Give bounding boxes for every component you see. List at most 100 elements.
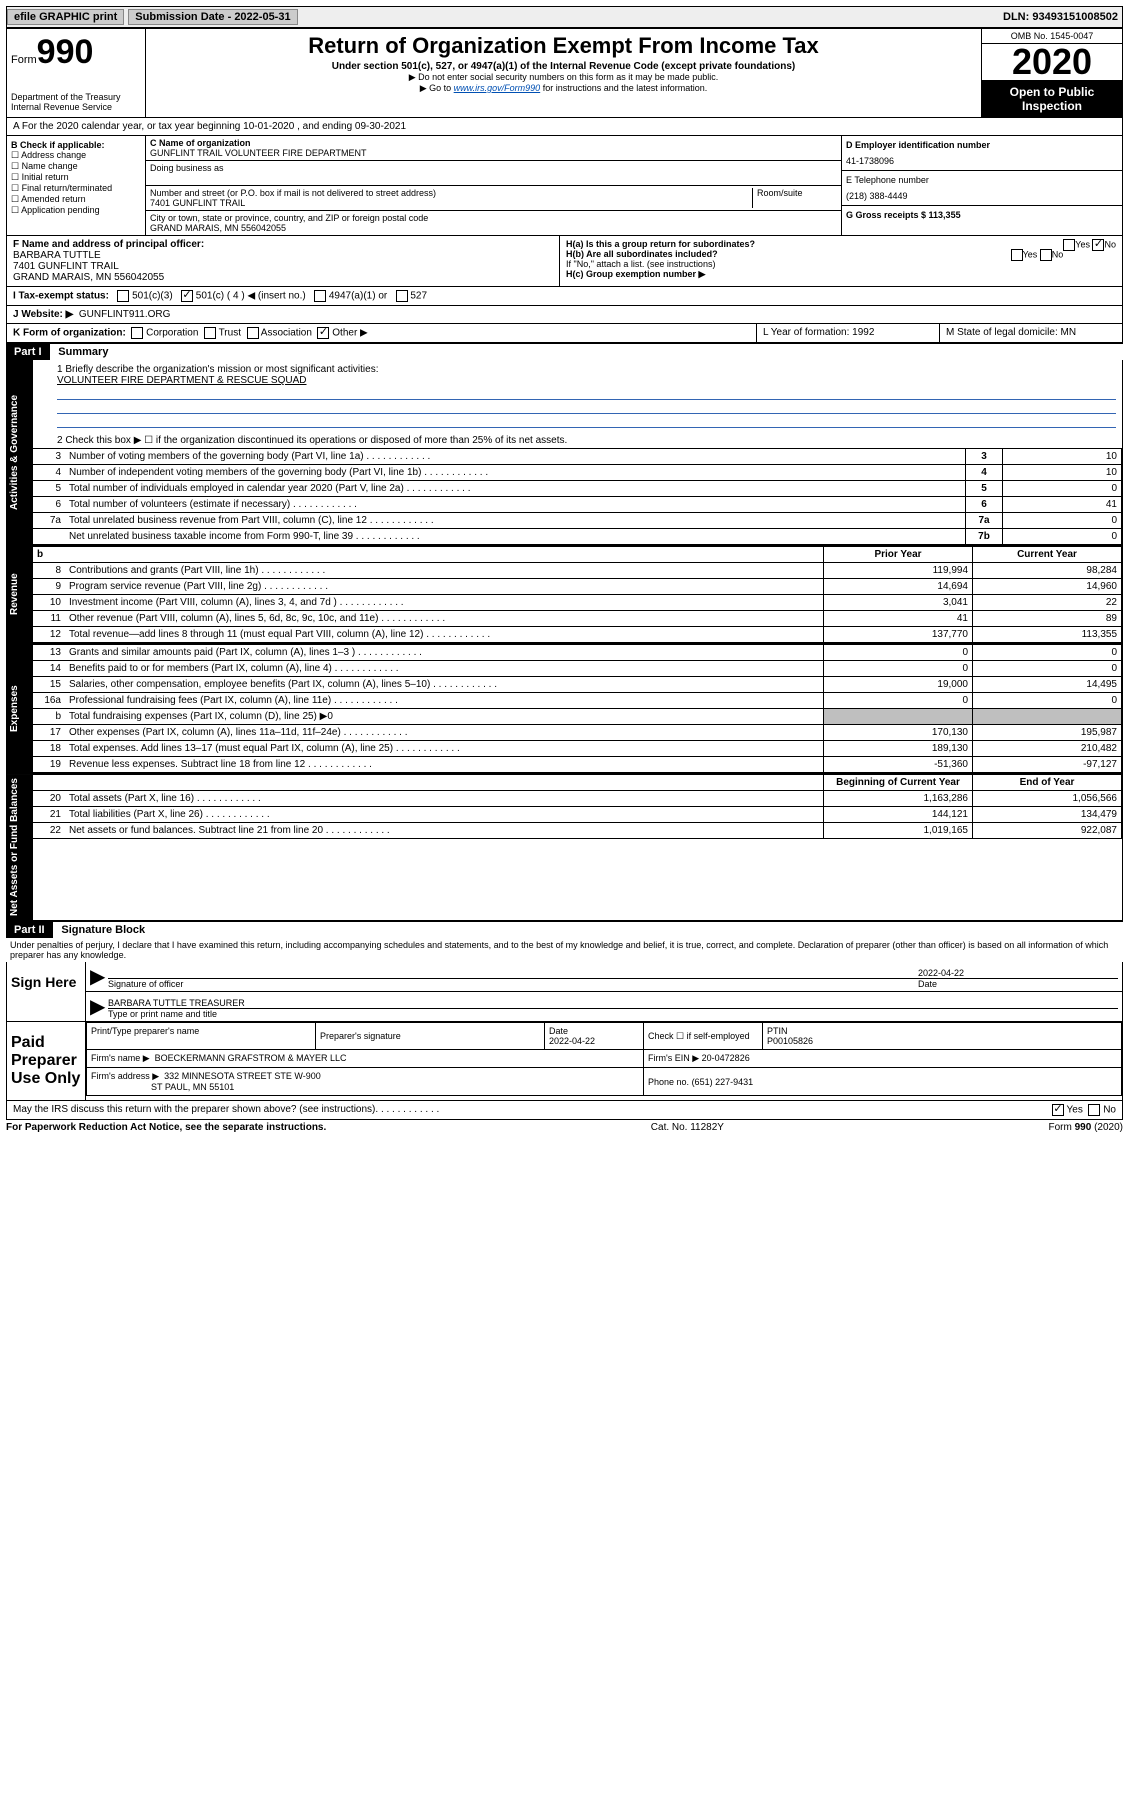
footer-mid: Cat. No. 11282Y [326,1122,1048,1133]
sign-here-label: Sign Here [7,962,86,1021]
firm-addr1: 332 MINNESOTA STREET STE W-900 [164,1071,321,1081]
firm-ein: 20-0472826 [702,1053,750,1063]
chk-initial[interactable]: ☐ Initial return [11,172,141,183]
ein-value: 41-1738096 [846,150,1118,166]
sub3-post: for instructions and the latest informat… [540,83,707,93]
officer-section: F Name and address of principal officer:… [6,236,1123,287]
ha-no[interactable]: ✓ [1092,239,1104,251]
chk-address[interactable]: ☐ Address change [11,150,141,161]
sig-date-label: Date [918,978,1118,989]
part2-title: Signature Block [55,924,145,936]
dept-label: Department of the Treasury Internal Reve… [11,92,141,112]
officer-street: 7401 GUNFLINT TRAIL [13,261,553,272]
dln: DLN: 93493151008502 [1003,11,1122,23]
hb-no[interactable] [1040,249,1052,261]
corp-label: Corporation [146,328,198,339]
yes-label-2: Yes [1023,249,1038,259]
chk-trust[interactable] [204,327,216,339]
mission-line3 [57,415,1116,428]
website-label: J Website: ▶ [13,309,73,320]
sign-section: Sign Here ▶ Signature of officer 2022-04… [6,962,1123,1022]
chk-address-label: Address change [21,150,86,160]
no-label: No [1104,239,1116,249]
sig-name: BARBARA TUTTLE TREASURER [108,998,1118,1008]
declaration: Under penalties of perjury, I declare th… [6,938,1123,962]
chk-amended[interactable]: ☐ Amended return [11,194,141,205]
sig-date: 2022-04-22 [918,968,1118,978]
sidetab-governance: Activities & Governance [7,360,33,545]
irs-discuss-label: May the IRS discuss this return with the… [13,1104,375,1116]
firm-name: BOECKERMANN GRAFSTROM & MAYER LLC [155,1053,347,1063]
org-name: GUNFLINT TRAIL VOLUNTEER FIRE DEPARTMENT [150,148,837,158]
chk-final[interactable]: ☐ Final return/terminated [11,183,141,194]
dba-label: Doing business as [150,163,837,173]
sig-name-label: Type or print name and title [108,1008,1118,1019]
rowk-label: K Form of organization: [13,328,126,339]
tax-exempt-row: I Tax-exempt status: 501(c)(3) ✓ 501(c) … [6,287,1123,306]
ein-label: D Employer identification number [846,140,1118,150]
ha-label: H(a) Is this a group return for subordin… [566,239,755,249]
revenue-section: Revenue bPrior YearCurrent Year8 Contrib… [6,546,1123,644]
gross-cell: G Gross receipts $ 113,355 [842,206,1122,224]
rowi-label: I Tax-exempt status: [13,291,109,302]
prep-date: 2022-04-22 [549,1036,639,1046]
org-name-cell: C Name of organization GUNFLINT TRAIL VO… [146,136,841,161]
year-formation: L Year of formation: 1992 [756,324,939,342]
hb-yes[interactable] [1011,249,1023,261]
form-no: 990 [37,33,94,71]
mission-line [57,387,1116,400]
sidetab-netassets: Net Assets or Fund Balances [7,774,33,920]
chk-name-label: Name change [22,161,78,171]
hc-row: H(c) Group exemption number ▶ [566,269,1116,280]
phone-value: (218) 388-4449 [846,185,1118,201]
irs-link[interactable]: www.irs.gov/Form990 [454,83,541,93]
discuss-yes[interactable]: ✓ [1052,1104,1064,1116]
ha-row: H(a) Is this a group return for subordin… [566,239,1116,249]
chk-assoc[interactable] [247,327,259,339]
org-info-section: B Check if applicable: ☐ Address change … [6,136,1123,236]
efile-btn[interactable]: efile GRAPHIC print [7,9,124,25]
chk-final-label: Final return/terminated [22,183,113,193]
prep-date-label: Date [549,1026,639,1036]
chk-4947[interactable] [314,290,326,302]
sidetab-expenses: Expenses [7,644,33,773]
discuss-no[interactable] [1088,1104,1100,1116]
part1-header: Part I Summary [6,343,1123,360]
street-cell: Number and street (or P.O. box if mail i… [146,186,841,211]
4947-label: 4947(a)(1) or [329,291,387,302]
mission-value: VOLUNTEER FIRE DEPARTMENT & RESCUE SQUAD [57,375,1116,386]
street-value: 7401 GUNFLINT TRAIL [150,198,752,208]
prep-sig-label: Preparer's signature [320,1031,540,1041]
501c3-label: 501(c)(3) [132,291,173,302]
preparer-table: Print/Type preparer's name Preparer's si… [86,1022,1122,1096]
chk-other[interactable]: ✓ [317,327,329,339]
prep-name-label: Print/Type preparer's name [91,1026,311,1036]
line2-check: 2 Check this box ▶ ☐ if the organization… [57,435,1116,446]
public-inspection: Open to Public Inspection [982,81,1122,117]
subdate-btn[interactable]: Submission Date - 2022-05-31 [128,9,297,25]
yes-label: Yes [1075,239,1090,249]
chk-527[interactable] [396,290,408,302]
officer-city: GRAND MARAIS, MN 556042055 [13,272,553,283]
chk-501c3[interactable] [117,290,129,302]
name-label: C Name of organization [150,138,837,148]
room-label: Room/suite [757,188,837,198]
website-row: J Website: ▶ GUNFLINT911.ORG [6,306,1123,324]
chk-501c[interactable]: ✓ [181,290,193,302]
hb-row: H(b) Are all subordinates included? Yes … [566,249,1116,259]
ha-yes[interactable] [1063,239,1075,251]
chk-initial-label: Initial return [22,172,69,182]
chk-name[interactable]: ☐ Name change [11,161,141,172]
paid-prep-label: Paid Preparer Use Only [7,1022,86,1100]
street-label: Number and street (or P.O. box if mail i… [150,188,752,198]
part1-title: Summary [52,346,108,358]
prep-phone: (651) 227-9431 [692,1077,754,1087]
col-b-checkboxes: B Check if applicable: ☐ Address change … [7,136,146,235]
tax-year: 2020 [982,44,1122,81]
chk-corp[interactable] [131,327,143,339]
officer-label: F Name and address of principal officer: [13,239,553,250]
phone-cell: E Telephone number (218) 388-4449 [842,171,1122,206]
part1-num: Part I [6,344,50,360]
firm-ein-label: Firm's EIN ▶ [648,1053,699,1063]
chk-pending[interactable]: ☐ Application pending [11,205,141,216]
